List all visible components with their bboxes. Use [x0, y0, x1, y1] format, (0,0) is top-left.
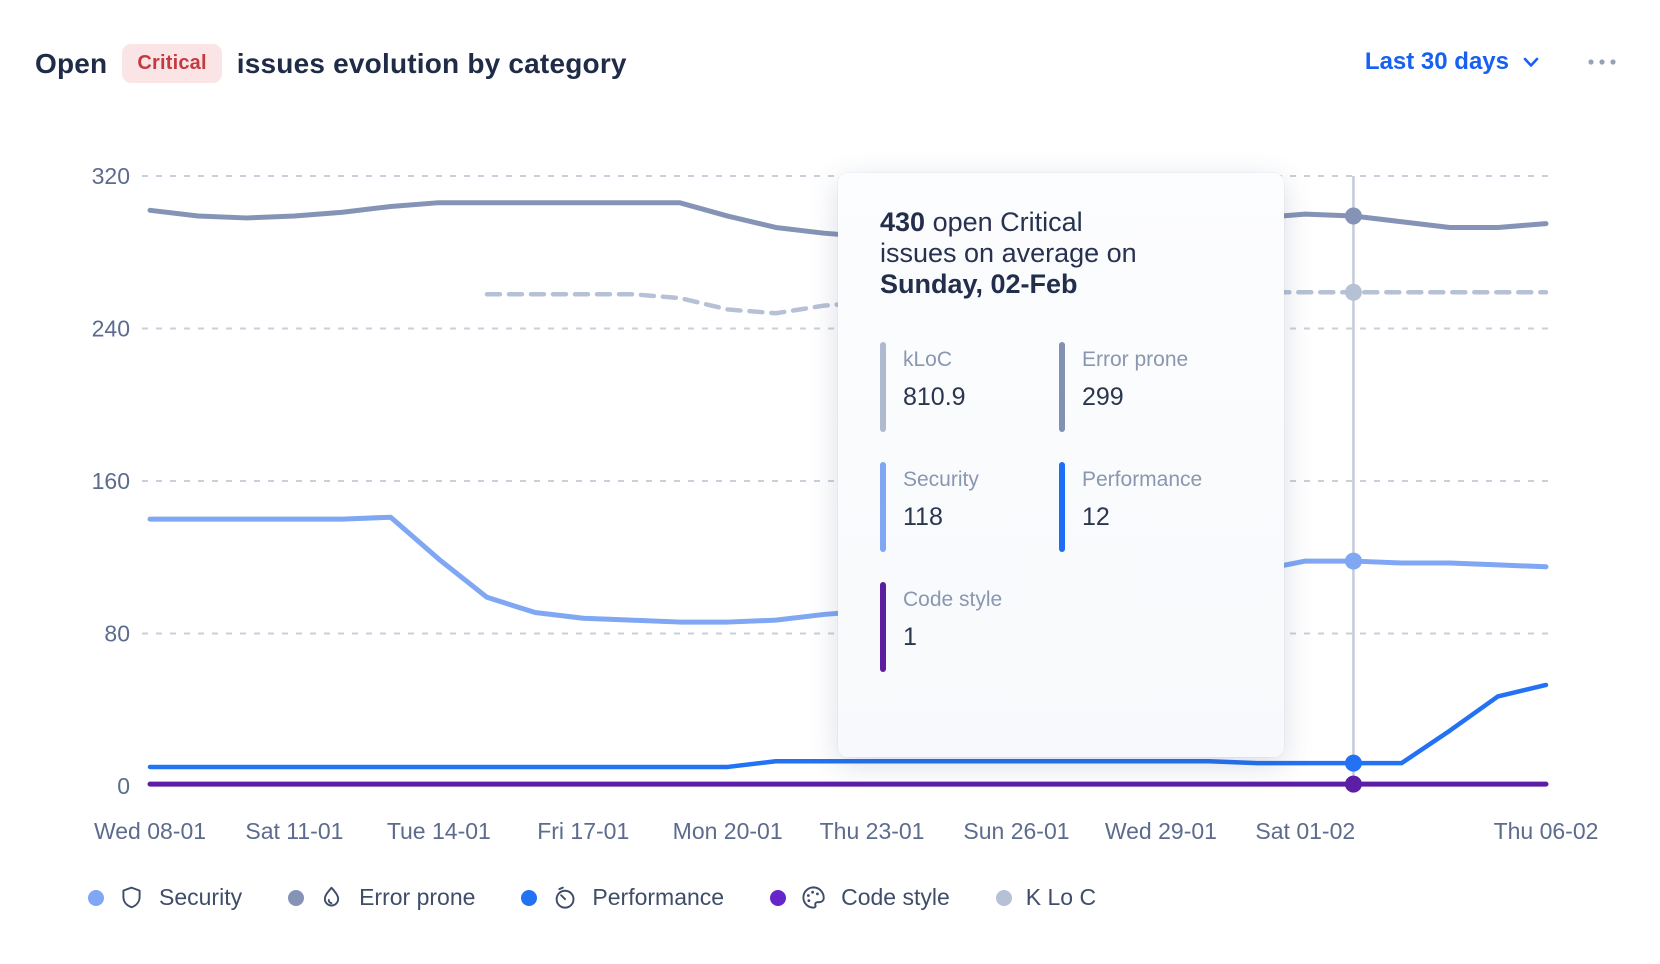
card-header: Open Critical issues evolution by catego…: [35, 44, 1622, 83]
svg-text:Mon 20-01: Mon 20-01: [673, 818, 783, 844]
tooltip-entry-security: Security 118: [880, 462, 1059, 552]
ellipsis-icon: [1588, 58, 1616, 65]
chevron-down-icon: [1523, 57, 1539, 67]
legend-dot: [521, 889, 538, 906]
tooltip-entry-performance: Performance 12: [1059, 462, 1239, 552]
tooltip-total: 430: [880, 207, 926, 237]
date-range-selector[interactable]: Last 30 days: [1365, 48, 1542, 76]
tooltip-entry-code-style: Code style 1: [880, 582, 1059, 672]
legend-dot: [288, 889, 305, 906]
svg-text:Tue 14-01: Tue 14-01: [387, 818, 491, 844]
legend-label: Error prone: [359, 884, 476, 910]
date-range-label: Last 30 days: [1364, 48, 1509, 75]
svg-text:0: 0: [117, 773, 130, 799]
tooltip-entry-label: Code style: [903, 588, 1003, 611]
title-suffix: issues evolution by category: [236, 47, 627, 79]
svg-text:Sun 26-01: Sun 26-01: [963, 818, 1069, 844]
tooltip-entry-bar: [880, 462, 886, 552]
stopwatch-icon: [556, 886, 575, 909]
severity-badge: Critical: [122, 44, 222, 83]
tooltip-heading: 430 open Critical issues on average on S…: [880, 207, 1236, 300]
tooltip-entry-kloc: kLoC 810.9: [880, 342, 1059, 432]
legend-item-security[interactable]: Security: [88, 884, 242, 911]
page-title: Open Critical issues evolution by catego…: [35, 44, 627, 83]
tooltip-entries: kLoC 810.9 Error prone 299 Security 118 …: [880, 342, 1284, 672]
tooltip-heading-rest: open Critical: [925, 207, 1083, 237]
header-controls: Last 30 days: [1365, 48, 1622, 76]
tooltip-entry-label: Performance: [1082, 468, 1203, 491]
legend-dot: [88, 889, 104, 906]
svg-text:160: 160: [92, 468, 130, 494]
svg-text:240: 240: [92, 316, 130, 342]
tooltip-entry-label: Error prone: [1082, 348, 1189, 371]
svg-text:Thu 06-02: Thu 06-02: [1494, 818, 1599, 844]
chart-tooltip: 430 open Critical issues on average on S…: [838, 173, 1284, 757]
svg-text:Fri 17-01: Fri 17-01: [537, 818, 629, 844]
tooltip-entry-value: 118: [903, 503, 943, 531]
tooltip-heading-line2: issues on average on: [880, 238, 1137, 268]
legend-label: Performance: [592, 884, 725, 910]
svg-text:320: 320: [92, 163, 130, 189]
tooltip-entry-bar: [880, 582, 886, 672]
svg-text:80: 80: [104, 621, 130, 647]
svg-text:Wed 08-01: Wed 08-01: [94, 818, 206, 844]
legend-item-code-style[interactable]: Code style: [770, 884, 950, 911]
more-menu-button[interactable]: [1586, 51, 1622, 74]
tooltip-entry-bar: [1059, 462, 1065, 552]
legend-item-performance[interactable]: Performance: [521, 884, 724, 911]
tooltip-entry-bar: [1059, 342, 1065, 432]
tooltip-entry-value: 299: [1082, 383, 1124, 411]
flame-icon: [324, 886, 340, 907]
legend-label: K Lo C: [1025, 884, 1097, 910]
legend-item-kloc[interactable]: K Lo C: [995, 884, 1097, 911]
tooltip-entry-error-prone: Error prone 299: [1059, 342, 1239, 432]
tooltip-entry-label: kLoC: [903, 348, 953, 371]
palette-icon: [802, 886, 825, 909]
tooltip-entry-label: Security: [903, 468, 979, 491]
title-prefix: Open: [35, 47, 108, 79]
legend-label: Security: [159, 884, 243, 910]
legend-dot: [770, 889, 787, 906]
svg-text:Wed 29-01: Wed 29-01: [1105, 818, 1217, 844]
legend-dot: [995, 889, 1012, 906]
legend-item-error-prone[interactable]: Error prone: [288, 884, 475, 911]
chart-legend: Security Error prone Performance: [88, 884, 1096, 911]
svg-text:Sat 11-01: Sat 11-01: [245, 818, 343, 844]
tooltip-date: Sunday, 02-Feb: [880, 269, 1078, 299]
shield-icon: [122, 886, 141, 909]
tooltip-entry-value: 810.9: [903, 383, 966, 411]
tooltip-entry-value: 12: [1082, 503, 1110, 531]
legend-label: Code style: [841, 884, 950, 910]
svg-text:Sat 01-02: Sat 01-02: [1255, 818, 1355, 844]
tooltip-entry-value: 1: [903, 623, 917, 651]
tooltip-entry-bar: [880, 342, 886, 432]
svg-text:Thu 23-01: Thu 23-01: [820, 818, 925, 844]
